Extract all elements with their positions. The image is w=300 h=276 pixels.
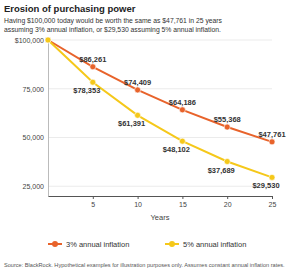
y-tick: $100,000 <box>15 37 48 44</box>
series-marker <box>45 37 51 43</box>
series-marker <box>224 124 230 130</box>
y-tick-label: 50,000 <box>23 134 45 141</box>
data-label: $47,761 <box>258 130 285 139</box>
x-tick: 5 <box>91 196 95 208</box>
chart: Erosion of purchasing power Having $100,0… <box>0 0 300 276</box>
series-marker <box>269 174 275 180</box>
background <box>0 0 300 276</box>
legend-marker <box>52 241 58 247</box>
y-tick: 75,000 <box>23 85 48 92</box>
x-tick: 15 <box>179 196 187 208</box>
data-label: $37,689 <box>208 166 235 175</box>
series-marker <box>224 159 230 165</box>
y-axis-line <box>48 41 49 197</box>
x-tick-label: 20 <box>224 201 232 208</box>
grid-line <box>48 40 272 41</box>
source-note: Source: BlackRock. Hypothetical examples… <box>4 262 285 268</box>
series-marker <box>90 79 96 85</box>
y-tick-label: 75,000 <box>23 85 45 92</box>
legend-label: 3% annual inflation <box>66 240 129 249</box>
x-tick-label: 10 <box>134 201 142 208</box>
y-tick-label: $100,000 <box>15 37 44 44</box>
x-tick-mark <box>182 196 183 199</box>
x-tick: 10 <box>134 196 142 208</box>
x-axis: 5 10 15 20 25 <box>49 196 277 208</box>
y-tick: 25,000 <box>23 183 48 190</box>
data-label: $64,186 <box>169 98 196 107</box>
y-tick-label: 25,000 <box>23 183 45 190</box>
legend: 3% annual inflation 5% annual inflation <box>48 240 246 249</box>
x-tick-mark <box>138 196 139 199</box>
legend-label: 5% annual inflation <box>183 240 246 249</box>
data-label: $29,530 <box>252 181 279 190</box>
x-tick-mark <box>227 196 228 199</box>
subtitle: assuming 3% annual inflation, or $29,530… <box>4 26 221 34</box>
title: Erosion of purchasing power <box>4 3 136 14</box>
series-marker <box>135 87 141 93</box>
x-axis-line <box>49 196 273 197</box>
x-axis-title: Years <box>151 213 170 222</box>
x-tick-label: 15 <box>179 201 187 208</box>
data-label: $61,391 <box>118 119 145 128</box>
grid-line <box>48 137 272 138</box>
y-axis: $100,000 75,000 50,000 25,000 <box>15 37 49 197</box>
data-labels: $86,261 $74,409 $64,186 $55,368 $47,761 $78,3… <box>73 55 285 191</box>
data-label: $86,261 <box>79 55 106 64</box>
subtitle: Having $100,000 today would be worth the… <box>4 17 223 25</box>
grid-line <box>48 186 272 187</box>
series-marker <box>269 139 275 145</box>
y-tick: 50,000 <box>23 134 48 141</box>
x-tick-mark <box>272 196 273 199</box>
data-label: $55,368 <box>214 115 241 124</box>
x-tick: 25 <box>269 196 277 208</box>
x-tick-label: 25 <box>269 201 277 208</box>
data-label: $48,102 <box>163 145 190 154</box>
series-marker <box>45 37 51 43</box>
legend-marker <box>169 241 175 247</box>
x-tick-label: 5 <box>91 201 95 208</box>
series-marker <box>179 107 185 113</box>
x-tick: 20 <box>224 196 232 208</box>
series-marker <box>135 112 141 118</box>
series-line <box>48 40 272 142</box>
series-line <box>48 40 272 177</box>
data-label: $74,409 <box>124 78 151 87</box>
plot-area <box>45 37 275 180</box>
series-marker <box>179 138 185 144</box>
data-label: $78,353 <box>73 86 100 95</box>
series-marker <box>90 64 96 70</box>
grid <box>48 40 272 186</box>
x-tick-mark <box>93 196 94 199</box>
